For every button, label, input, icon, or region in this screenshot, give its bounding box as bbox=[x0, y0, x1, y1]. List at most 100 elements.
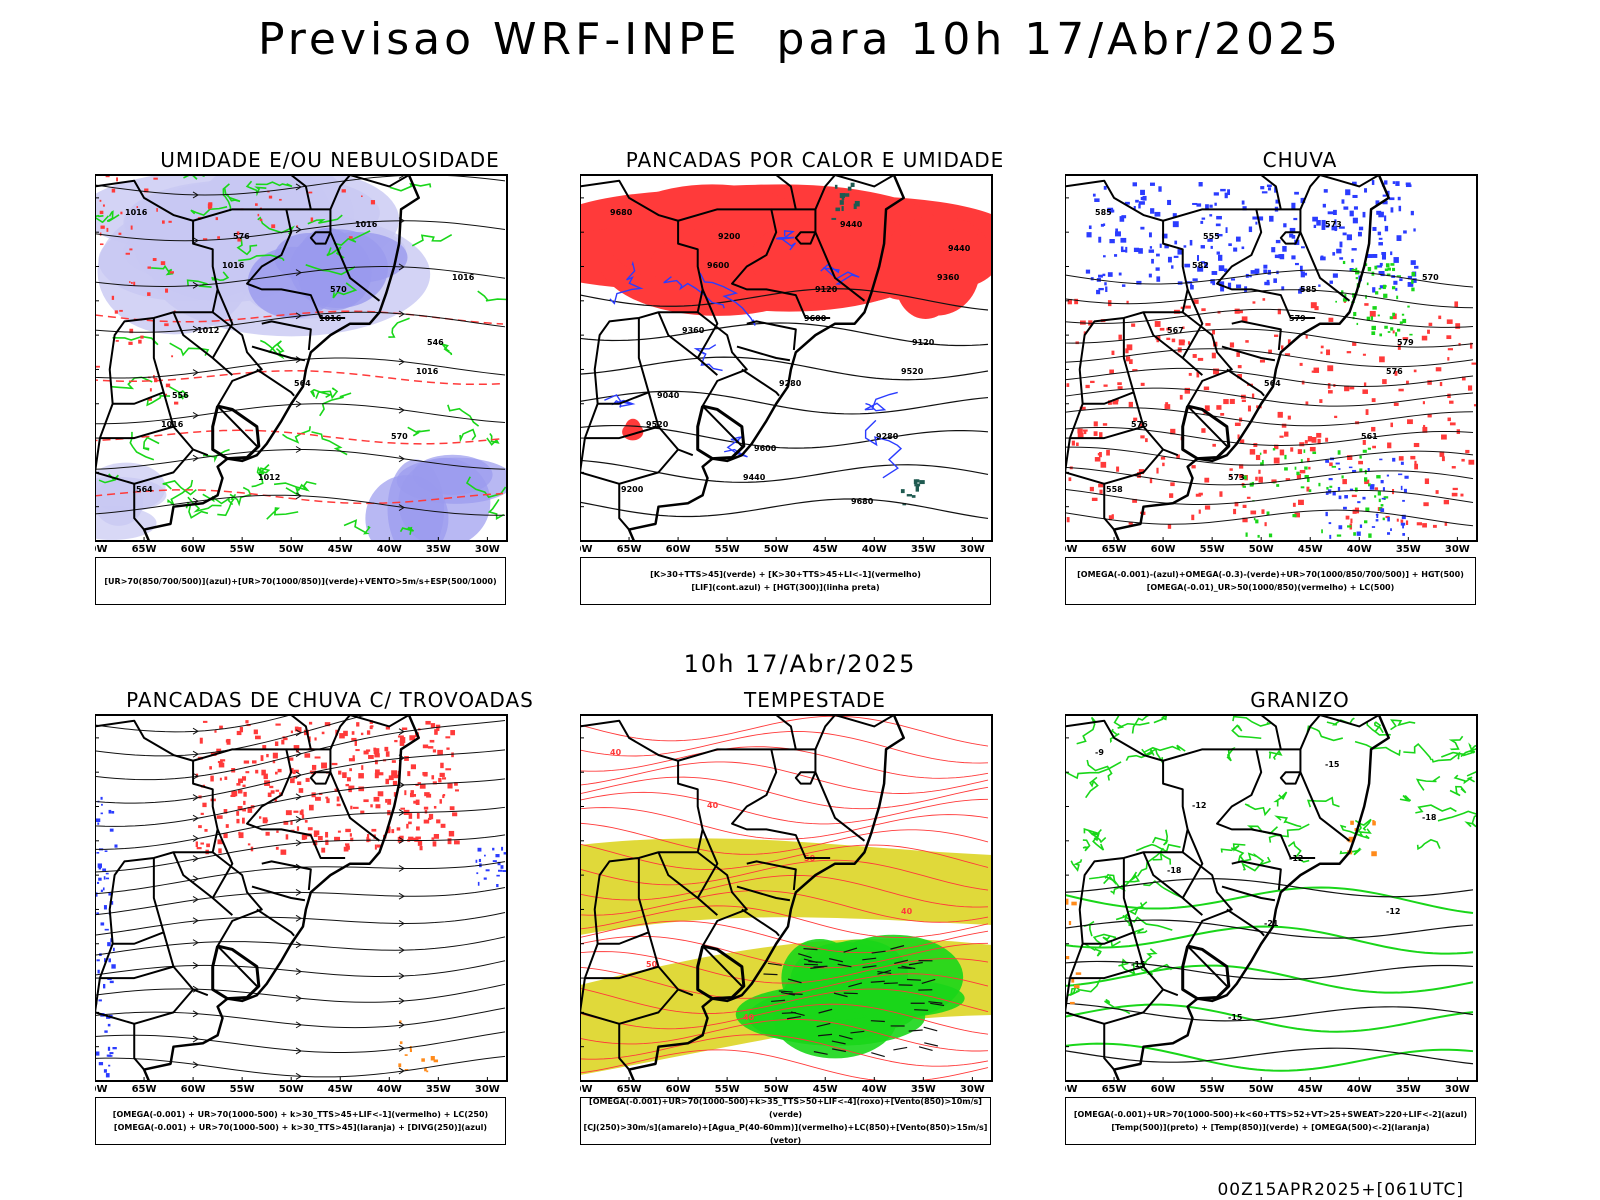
field-point bbox=[1187, 341, 1191, 345]
field-point bbox=[1158, 186, 1162, 192]
field-point bbox=[1291, 235, 1296, 239]
contour-line bbox=[1448, 735, 1464, 751]
field-point bbox=[1133, 206, 1136, 210]
field-point bbox=[1365, 295, 1367, 299]
field-point bbox=[1209, 204, 1213, 208]
border-line bbox=[580, 719, 748, 987]
field-point bbox=[1111, 350, 1115, 356]
lon-tick-label: 35W bbox=[426, 544, 451, 555]
wind-arrow bbox=[398, 1044, 405, 1052]
field-point bbox=[1299, 362, 1303, 366]
field-point bbox=[237, 238, 242, 242]
wind-arrow bbox=[295, 839, 302, 847]
field-point bbox=[492, 860, 497, 863]
field-point bbox=[1296, 471, 1300, 476]
field-point bbox=[1273, 457, 1280, 464]
legend-line: [OMEGA(-0.01)_UR>50(1000/850)(vermelho) … bbox=[1146, 583, 1395, 592]
field-point bbox=[1364, 303, 1369, 306]
contour-line bbox=[580, 935, 989, 969]
border-line bbox=[99, 425, 174, 440]
field-point bbox=[1337, 450, 1341, 455]
field-point bbox=[1140, 435, 1145, 439]
field-point bbox=[314, 737, 317, 741]
wind-vector bbox=[781, 1012, 796, 1014]
field-point bbox=[1413, 442, 1420, 448]
wind-vector bbox=[908, 1029, 923, 1032]
contour-label: 585 bbox=[1300, 285, 1317, 294]
field-point bbox=[1329, 280, 1333, 284]
field-point bbox=[1212, 329, 1215, 335]
field-point bbox=[496, 883, 499, 888]
field-point bbox=[1382, 379, 1387, 385]
field-point bbox=[116, 177, 118, 182]
field-point bbox=[437, 749, 443, 756]
field-point bbox=[1148, 232, 1152, 238]
field-point bbox=[111, 295, 115, 300]
field-point bbox=[415, 783, 419, 786]
field-point bbox=[1427, 413, 1432, 418]
field-point bbox=[105, 1073, 110, 1078]
field-point bbox=[1269, 215, 1274, 222]
wind-vector bbox=[894, 959, 909, 964]
field-point bbox=[104, 928, 109, 931]
contour-line bbox=[411, 233, 453, 247]
field-point bbox=[409, 1045, 412, 1050]
field-point bbox=[1385, 263, 1390, 268]
field-point bbox=[1229, 398, 1235, 404]
field-point bbox=[1218, 265, 1225, 272]
field-point bbox=[148, 397, 152, 401]
field-point bbox=[344, 843, 350, 846]
field-point bbox=[1355, 277, 1358, 280]
field-point bbox=[236, 783, 241, 786]
field-point bbox=[1094, 198, 1100, 202]
contour-line bbox=[604, 394, 636, 408]
field-point bbox=[1366, 282, 1369, 286]
map-content bbox=[95, 715, 507, 1081]
border-line bbox=[172, 311, 233, 376]
contour-line bbox=[332, 282, 358, 299]
field-point bbox=[350, 805, 353, 810]
field-point bbox=[1138, 469, 1145, 475]
field-point bbox=[1239, 439, 1245, 444]
field-point bbox=[1411, 272, 1416, 276]
contour-label: 9360 bbox=[937, 273, 960, 282]
field-point bbox=[245, 771, 250, 774]
field-point bbox=[393, 792, 397, 797]
field-point bbox=[1325, 459, 1330, 463]
field-point bbox=[162, 220, 165, 224]
contour-label: 576 bbox=[1131, 420, 1148, 429]
field-point bbox=[1241, 316, 1248, 322]
wind-arrow bbox=[398, 358, 405, 366]
field-point bbox=[1352, 181, 1357, 186]
contour-line bbox=[255, 181, 293, 188]
contour-label: 1016 bbox=[452, 273, 475, 282]
field-point bbox=[97, 969, 100, 974]
field-point bbox=[259, 218, 263, 222]
field-point bbox=[439, 799, 442, 804]
contour-label: 40 bbox=[610, 748, 622, 757]
field-point bbox=[1321, 224, 1326, 230]
field-point bbox=[1390, 528, 1392, 531]
field-point bbox=[1213, 368, 1220, 375]
field-point bbox=[1306, 486, 1310, 492]
field-point bbox=[1378, 242, 1383, 246]
field-point bbox=[101, 803, 103, 806]
field-point bbox=[1262, 459, 1264, 463]
field-point bbox=[1220, 188, 1226, 192]
field-point bbox=[377, 791, 384, 797]
field-point bbox=[841, 206, 844, 212]
field-point bbox=[105, 877, 110, 880]
field-point bbox=[1385, 515, 1390, 519]
wind-vector bbox=[862, 957, 877, 961]
contour-line bbox=[580, 874, 989, 908]
field-point bbox=[257, 213, 260, 217]
contour-line bbox=[162, 480, 197, 496]
field-point bbox=[345, 828, 351, 833]
field-point bbox=[1250, 270, 1257, 274]
border-line bbox=[1162, 748, 1316, 859]
field-point bbox=[1335, 300, 1337, 303]
field-point bbox=[1294, 466, 1297, 470]
field-point bbox=[1380, 504, 1384, 507]
field-point bbox=[1218, 281, 1225, 287]
field-point bbox=[292, 771, 296, 775]
